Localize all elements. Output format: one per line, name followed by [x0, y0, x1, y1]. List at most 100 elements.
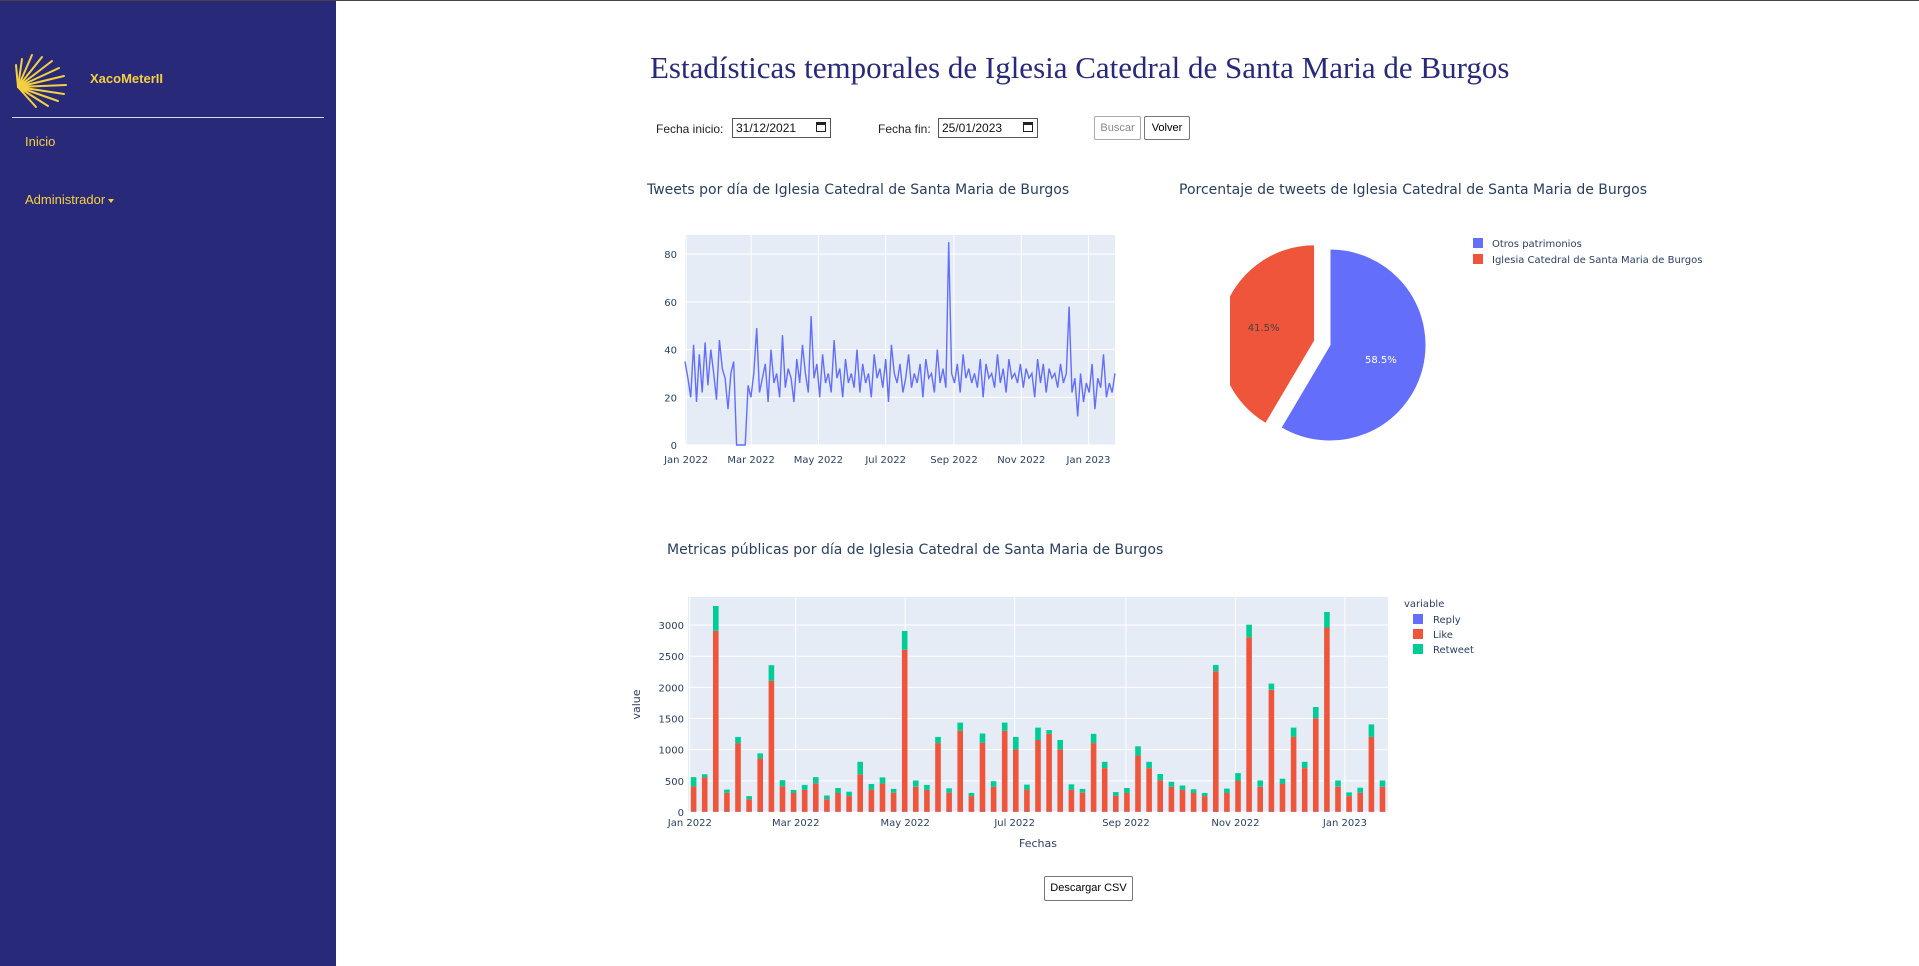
bar-retweet [957, 722, 963, 731]
calendar-icon[interactable] [816, 122, 826, 132]
bar-like [1013, 749, 1019, 812]
x-tick-label: Jan 2023 [1066, 455, 1111, 466]
bar-retweet [1035, 727, 1041, 741]
bar-like [746, 799, 752, 812]
bar-like [690, 786, 697, 812]
legend-title: variable [1404, 599, 1444, 610]
bar-like [1235, 780, 1241, 812]
download-csv-button[interactable]: Descargar CSV [1044, 876, 1133, 901]
bar-reply [1079, 811, 1086, 812]
bar-retweet [968, 793, 975, 797]
bar-reply [757, 811, 763, 812]
bar-retweet [1268, 683, 1275, 690]
tweets-line-chart: 0 20 40 60 80 Jan 2022 Mar 2022 May 2022 Jul 202… [663, 235, 1116, 466]
bar-like [1190, 793, 1197, 812]
bar-like [1124, 793, 1130, 812]
bar-retweet [857, 761, 863, 775]
bar-like [890, 792, 897, 812]
start-date-input[interactable]: 31/12/2021 [732, 118, 831, 138]
sidebar-item-administrador[interactable]: Administrador [25, 192, 115, 207]
bar-retweet [1357, 787, 1363, 793]
brand[interactable]: XacoMeterII [12, 51, 332, 111]
bar-like [857, 774, 863, 812]
bar-retweet [1135, 746, 1141, 756]
page-title: Estadísticas temporales de Iglesia Cated… [650, 50, 1510, 85]
bar-retweet [913, 780, 919, 787]
bar-retweet [1146, 761, 1152, 768]
legend-label: Like [1433, 630, 1453, 641]
bar-like [1079, 792, 1086, 812]
x-tick-label: Sep 2022 [1102, 818, 1149, 829]
legend-swatch [1413, 614, 1423, 624]
bar-retweet [1179, 785, 1186, 790]
bar-retweet [1068, 784, 1075, 790]
bar-retweet [1279, 778, 1286, 784]
x-tick-label: Jul 2022 [864, 455, 906, 466]
bar-like [1346, 796, 1352, 812]
bar-like [701, 777, 708, 812]
y-tick-label: 40 [664, 346, 677, 357]
bar-like [824, 799, 830, 812]
bar-retweet [1013, 736, 1019, 750]
end-date-value: 25/01/2023 [942, 121, 1003, 135]
bar-like [779, 786, 786, 812]
bar-like [1357, 792, 1363, 812]
bar-like [868, 789, 875, 812]
y-axis-title: value [630, 689, 643, 719]
bar-like [1168, 786, 1175, 812]
bar-retweet [924, 784, 930, 790]
bar-like [768, 680, 775, 812]
y-tick-label: 80 [664, 250, 677, 261]
y-tick-label: 2500 [659, 652, 684, 663]
bar-reply [1324, 811, 1330, 812]
caret-down-icon [108, 198, 115, 203]
bar-like [1313, 718, 1319, 812]
legend-swatch [1473, 238, 1483, 248]
x-tick-label: May 2022 [881, 818, 930, 829]
bar-like [946, 792, 952, 812]
y-tick-label: 20 [664, 393, 677, 404]
bar-retweet [1368, 724, 1375, 737]
back-button[interactable]: Volver [1144, 116, 1190, 140]
y-tick-label: 1500 [659, 715, 684, 726]
bar-like [1335, 786, 1341, 812]
bar-retweet [801, 784, 808, 790]
legend-swatch [1413, 629, 1423, 639]
bar-reply [1024, 811, 1030, 812]
y-tick-label: 500 [665, 777, 684, 788]
bar-retweet [1201, 793, 1208, 797]
x-tick-label: Jul 2022 [993, 818, 1035, 829]
calendar-icon[interactable] [1023, 122, 1033, 132]
bar-retweet [990, 781, 997, 787]
bar-like [835, 793, 841, 812]
bar-retweet [1301, 761, 1308, 768]
bar-like [1090, 743, 1097, 812]
bar-like [879, 783, 886, 812]
bar-like [1024, 789, 1030, 812]
bar-retweet [1313, 707, 1319, 719]
bar-like [935, 743, 941, 812]
pie-chart-title: Porcentaje de tweets de Iglesia Catedral… [1179, 182, 1648, 198]
sidebar-item-inicio[interactable]: Inicio [25, 134, 56, 149]
bar-retweet [846, 791, 852, 797]
bar-like [979, 742, 986, 812]
bar-like [813, 783, 819, 812]
pie-slice [1230, 244, 1316, 425]
bar-reply [779, 811, 786, 812]
bar-like [735, 743, 741, 812]
bar-retweet [1101, 761, 1108, 768]
bar-retweet [1379, 780, 1386, 787]
bar-retweet [935, 736, 941, 744]
y-tick-label: 60 [664, 298, 677, 309]
bar-like [968, 796, 975, 812]
end-date-input[interactable]: 25/01/2023 [938, 118, 1038, 138]
bar-like [1068, 789, 1075, 812]
bar-like [1146, 768, 1152, 812]
bar-retweet [1046, 730, 1052, 734]
pie-slice-label: 58.5% [1365, 355, 1397, 366]
bar-like [1290, 736, 1297, 812]
bar-like [1057, 749, 1063, 812]
bar-retweet [1224, 788, 1230, 793]
search-button[interactable]: Buscar [1094, 116, 1141, 140]
start-date-value: 31/12/2021 [736, 121, 797, 135]
